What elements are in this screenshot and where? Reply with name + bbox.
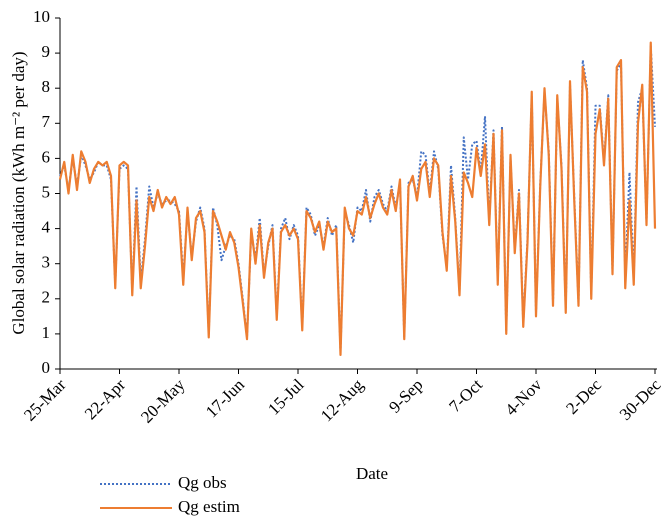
y-tick-label: 5: [42, 182, 51, 201]
y-tick-label: 9: [42, 42, 51, 61]
y-tick-label: 1: [42, 323, 51, 342]
y-tick-label: 6: [42, 147, 51, 166]
y-tick-label: 3: [42, 253, 51, 272]
y-tick-label: 8: [42, 77, 51, 96]
legend-label: Qg estim: [178, 497, 240, 516]
y-tick-label: 10: [33, 7, 50, 26]
y-tick-label: 4: [42, 218, 51, 237]
y-tick-label: 2: [42, 288, 51, 307]
x-axis-title: Date: [356, 464, 388, 483]
legend-label: Qg obs: [178, 473, 227, 492]
y-tick-label: 0: [42, 358, 51, 377]
y-tick-label: 7: [42, 112, 51, 131]
line-series: [58, 41, 657, 357]
y-axis-title: Global solar radiation (kWh m⁻² per day): [9, 51, 28, 334]
